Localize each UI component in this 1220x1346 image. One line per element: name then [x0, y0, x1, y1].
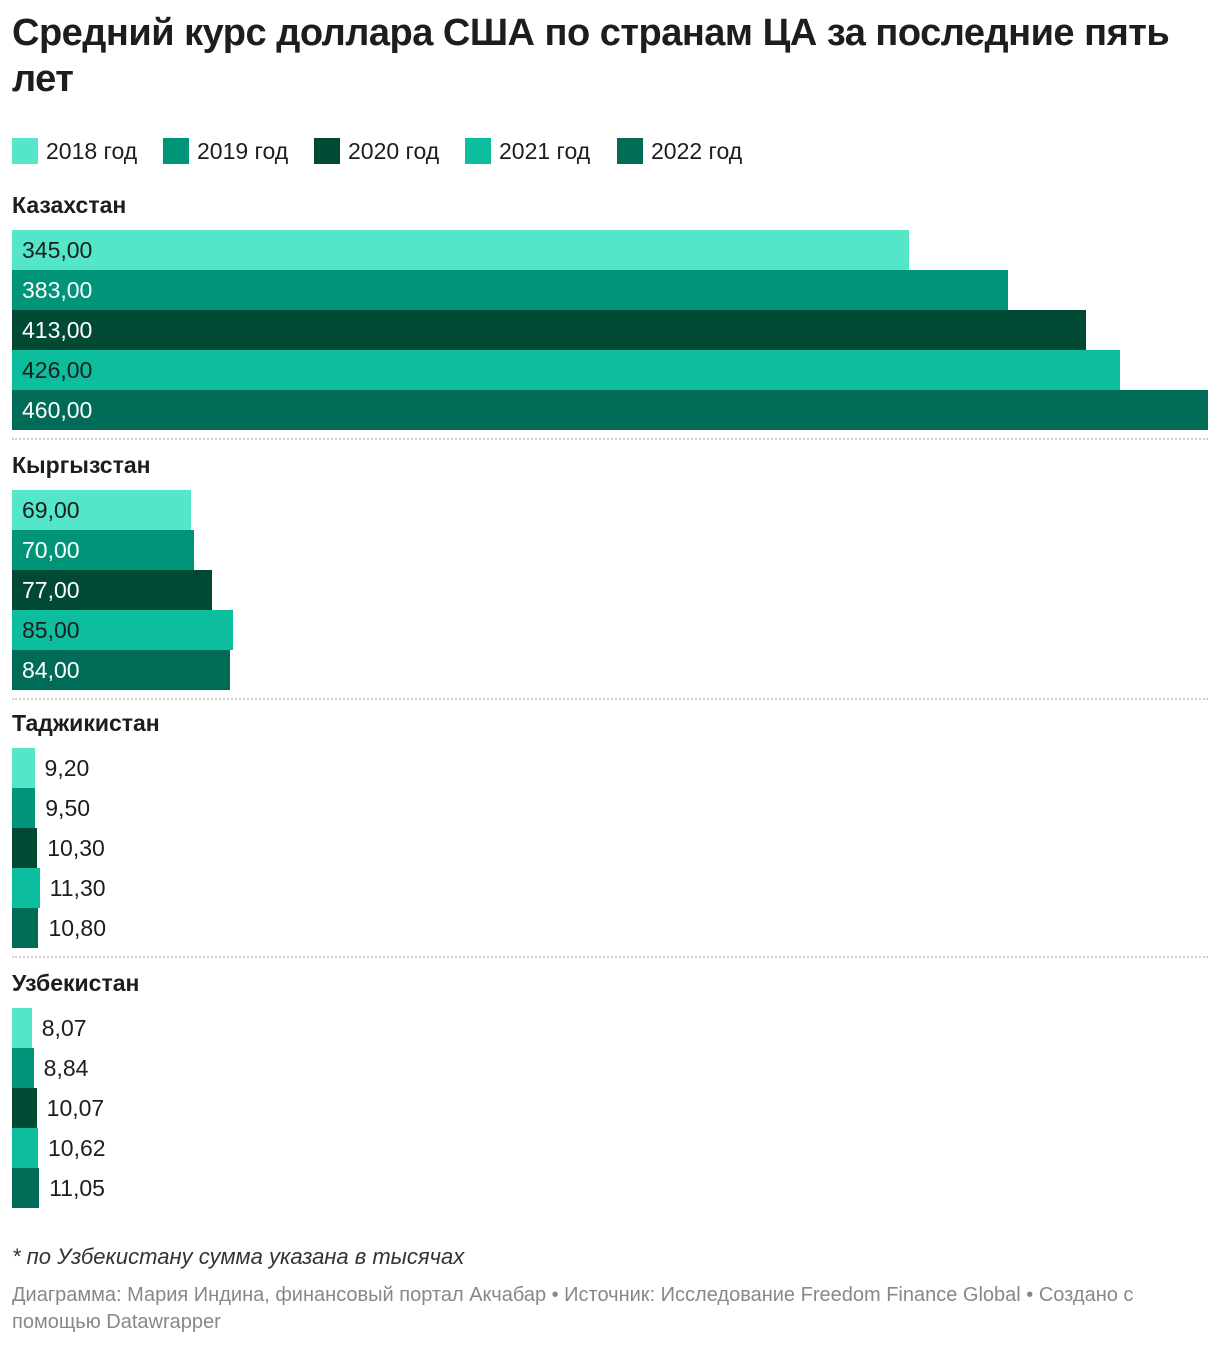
group-title: Узбекистан: [12, 970, 140, 996]
legend-item: 2018 год: [12, 136, 137, 166]
group-title: Таджикистан: [12, 710, 160, 736]
bar-value-label: 383,00: [22, 277, 93, 303]
bar: [12, 530, 194, 570]
legend-swatch: [617, 138, 643, 164]
group-title: Кыргызстан: [12, 452, 151, 478]
bar-value-label: 11,30: [49, 875, 106, 901]
group-separator: [12, 698, 1208, 700]
legend-label: 2018 год: [46, 137, 138, 164]
chart-note: * по Узбекистану сумма указана в тысячах: [12, 1244, 465, 1269]
bar: [12, 350, 1120, 390]
bar: [12, 1048, 34, 1088]
legend-label: 2021 год: [499, 137, 591, 164]
legend-swatch: [163, 138, 189, 164]
group-title: Казахстан: [12, 192, 127, 218]
bar-value-label: 460,00: [22, 397, 93, 423]
bar-value-label: 9,50: [45, 795, 91, 821]
bar-value-label: 413,00: [22, 317, 93, 343]
legend-item: 2020 год: [314, 136, 439, 166]
bar-value-label: 10,62: [48, 1135, 106, 1161]
bar: [12, 650, 231, 690]
bar: [12, 1128, 39, 1168]
bar: [12, 788, 36, 828]
group-separator: [12, 956, 1208, 958]
legend-item: 2019 год: [163, 136, 288, 166]
group-separator: [12, 438, 1208, 440]
legend-label: 2022 год: [651, 137, 743, 164]
bar-value-label: 426,00: [22, 357, 93, 383]
bar: [12, 310, 1086, 350]
bar: [12, 570, 213, 610]
bar-value-label: 69,00: [22, 497, 80, 523]
legend-item: 2021 год: [465, 136, 590, 166]
bar-value-label: 10,07: [46, 1095, 105, 1121]
bar-value-label: 10,30: [47, 835, 105, 861]
legend-swatch: [12, 138, 38, 164]
chart-footer: Диаграмма: Мария Индина, финансовый порт…: [12, 1284, 1134, 1333]
bar-value-label: 8,07: [41, 1015, 87, 1041]
bar-value-label: 11,05: [49, 1175, 105, 1201]
bar-value-label: 77,00: [22, 577, 80, 603]
bar-value-label: 84,00: [22, 657, 80, 683]
bar: [12, 1088, 37, 1128]
bar: [12, 230, 909, 270]
bar-value-label: 85,00: [22, 617, 80, 643]
bar: [12, 908, 39, 948]
legend-label: 2019 год: [197, 137, 289, 164]
bar: [12, 868, 40, 908]
bar: [12, 490, 192, 530]
bar-value-label: 345,00: [22, 237, 93, 263]
bar-value-label: 9,20: [44, 755, 90, 781]
bar-value-label: 10,80: [48, 915, 107, 941]
legend-item: 2022 год: [617, 136, 742, 166]
chart-title: Средний курс доллара США по странам ЦА з…: [12, 12, 1170, 100]
bar: [12, 828, 38, 868]
legend-label: 2020 год: [348, 137, 440, 164]
legend-swatch: [314, 138, 340, 164]
bar: [12, 610, 233, 650]
bar: [12, 390, 1208, 430]
bar-value-label: 70,00: [22, 537, 80, 563]
legend-swatch: [465, 138, 491, 164]
bar-value-label: 8,84: [43, 1055, 89, 1081]
bar: [12, 270, 1008, 310]
bar: [12, 1168, 40, 1208]
bar: [12, 1008, 32, 1048]
bar: [12, 748, 35, 788]
